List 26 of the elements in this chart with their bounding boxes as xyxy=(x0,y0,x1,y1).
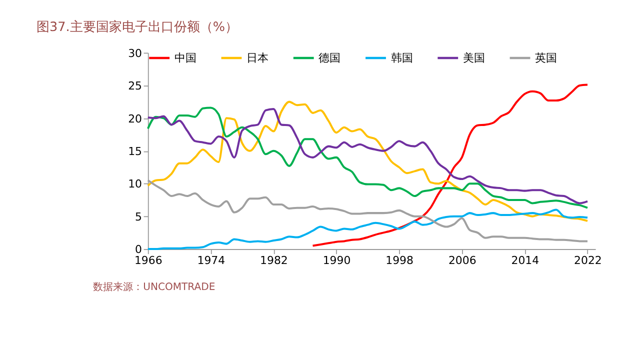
line-series xyxy=(146,208,588,250)
x-tick-label: 2014 xyxy=(511,254,540,268)
y-tick-label: 10 xyxy=(128,178,142,191)
y-tick-label: 20 xyxy=(128,112,142,126)
x-tick-label: 1990 xyxy=(322,254,351,268)
legend-label: 日本 xyxy=(246,52,269,65)
x-tick-label: 1982 xyxy=(260,254,288,268)
source-note: 数据来源：UNCOMTRADE xyxy=(93,281,216,294)
x-tick-label: 1966 xyxy=(134,254,162,268)
legend-label: 美国 xyxy=(462,52,485,65)
line-series xyxy=(312,84,588,247)
x-tick-label: 2022 xyxy=(574,254,602,268)
legend-label: 韩国 xyxy=(390,52,413,65)
x-tick-label: 1974 xyxy=(197,254,226,268)
x-tick-label: 2006 xyxy=(448,254,476,268)
y-tick-label: 15 xyxy=(128,145,142,158)
legend-label: 德国 xyxy=(318,52,341,65)
y-tick-label: 25 xyxy=(128,80,142,93)
legend-label: 英国 xyxy=(535,52,558,65)
legend-label: 中国 xyxy=(174,52,196,65)
y-tick-label: 5 xyxy=(135,210,142,224)
y-tick-label: 30 xyxy=(128,46,142,60)
chart-title: 图37.主要国家电子出口份额（%） xyxy=(36,18,238,35)
y-tick-label: 0 xyxy=(135,243,142,256)
x-tick-label: 1998 xyxy=(386,254,414,268)
line-series xyxy=(146,100,588,222)
